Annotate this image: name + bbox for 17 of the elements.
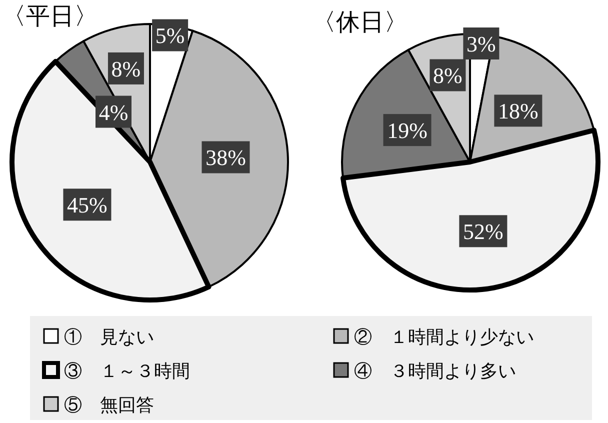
chart-title: 〈休日〉 — [312, 10, 408, 36]
legend-label: ④ ３時間より多い — [354, 361, 516, 381]
data-label: 3% — [466, 31, 496, 56]
data-label: 5% — [155, 23, 185, 48]
data-label: 8% — [433, 63, 462, 88]
legend-label: ② １時間より少ない — [354, 327, 534, 347]
data-label: 38% — [206, 145, 246, 170]
data-label: 8% — [111, 56, 141, 82]
legend-label: ① 見ない — [64, 327, 154, 347]
data-label: 19% — [387, 118, 428, 144]
data-label: 52% — [463, 219, 504, 244]
data-label: 45% — [67, 192, 108, 218]
chart-title: 〈平日〉 — [2, 4, 98, 30]
data-label: 18% — [498, 98, 538, 124]
legend-label: ⑤ 無回答 — [64, 395, 154, 415]
legend-label: ③ １～３時間 — [64, 361, 190, 381]
data-label: 4% — [98, 100, 128, 125]
